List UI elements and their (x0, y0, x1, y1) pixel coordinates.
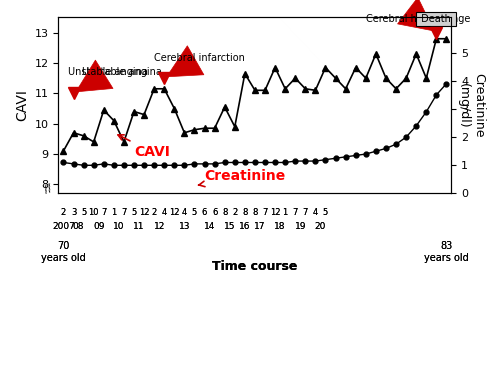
Text: 3: 3 (71, 207, 76, 216)
Text: 2: 2 (152, 207, 157, 216)
Text: 17: 17 (254, 222, 266, 231)
Text: 2: 2 (61, 207, 66, 216)
Text: 15: 15 (224, 222, 235, 231)
Text: Cerebral hemorrhage: Cerebral hemorrhage (366, 0, 470, 31)
Text: 10: 10 (113, 222, 124, 231)
Y-axis label: Creatinine
(mg/dl): Creatinine (mg/dl) (457, 73, 485, 138)
Text: 6: 6 (212, 207, 218, 216)
Text: 4: 4 (182, 207, 187, 216)
Text: 83
years old: 83 years old (424, 241, 469, 262)
Text: 12: 12 (154, 222, 165, 231)
Text: Death: Death (418, 14, 454, 24)
Text: 7: 7 (302, 207, 308, 216)
Text: Unstable angina: Unstable angina (82, 67, 162, 89)
Text: 2: 2 (232, 207, 237, 216)
Text: 12: 12 (154, 222, 165, 231)
Text: 16: 16 (239, 222, 250, 231)
Y-axis label: CAVI: CAVI (15, 89, 29, 121)
Text: 6: 6 (202, 207, 207, 216)
Text: 12: 12 (270, 207, 280, 216)
Text: 1: 1 (282, 207, 288, 216)
Text: 13: 13 (178, 222, 190, 231)
Text: 20: 20 (315, 222, 326, 231)
Text: //: // (43, 183, 54, 195)
Text: CAVI: CAVI (118, 135, 170, 159)
Text: 2: 2 (61, 207, 66, 216)
Text: 8: 8 (252, 207, 258, 216)
Text: 83
years old: 83 years old (424, 241, 469, 262)
Text: 7: 7 (302, 207, 308, 216)
Text: 14: 14 (204, 222, 216, 231)
Text: 1: 1 (111, 207, 116, 216)
Text: 12: 12 (169, 207, 179, 216)
Text: Time course: Time course (212, 260, 298, 273)
Text: 10: 10 (88, 207, 99, 216)
Text: 2007: 2007 (52, 222, 75, 231)
Text: 4: 4 (313, 207, 318, 216)
Text: 4: 4 (182, 207, 187, 216)
Text: 8: 8 (222, 207, 228, 216)
Text: 15: 15 (224, 222, 235, 231)
Text: 4: 4 (313, 207, 318, 216)
Text: 12: 12 (169, 207, 179, 216)
Text: 2007: 2007 (52, 222, 75, 231)
Text: 08: 08 (73, 222, 85, 231)
Text: 5: 5 (323, 207, 328, 216)
Text: 20: 20 (315, 222, 326, 231)
Text: 7: 7 (121, 207, 126, 216)
Text: 5: 5 (192, 207, 197, 216)
Text: 5: 5 (132, 207, 136, 216)
Text: 19: 19 (294, 222, 306, 231)
Text: 5: 5 (81, 207, 86, 216)
Text: 16: 16 (239, 222, 250, 231)
Text: 10: 10 (113, 222, 124, 231)
Text: 12: 12 (139, 207, 149, 216)
Text: 4: 4 (162, 207, 167, 216)
Text: 18: 18 (274, 222, 286, 231)
Text: 11: 11 (134, 222, 145, 231)
Text: Unstable angina: Unstable angina (68, 60, 148, 92)
Text: 10: 10 (88, 207, 99, 216)
Text: 7: 7 (262, 207, 268, 216)
Text: Creatinine: Creatinine (198, 169, 286, 187)
Text: 18: 18 (274, 222, 286, 231)
Text: 7: 7 (101, 207, 106, 216)
Text: 12: 12 (270, 207, 280, 216)
Text: 70
years old: 70 years old (41, 241, 86, 262)
Text: 09: 09 (93, 222, 104, 231)
Text: 8: 8 (252, 207, 258, 216)
Text: 8: 8 (222, 207, 228, 216)
Text: 17: 17 (254, 222, 266, 231)
Text: 14: 14 (204, 222, 216, 231)
Text: Cerebral infarction: Cerebral infarction (154, 46, 245, 77)
Text: 12: 12 (139, 207, 149, 216)
Text: 09: 09 (93, 222, 104, 231)
Text: 8: 8 (242, 207, 248, 216)
Text: 3: 3 (71, 207, 76, 216)
Text: 2: 2 (152, 207, 157, 216)
Text: 8: 8 (242, 207, 248, 216)
Text: 7: 7 (262, 207, 268, 216)
Text: 7: 7 (101, 207, 106, 216)
Text: 5: 5 (323, 207, 328, 216)
Text: 5: 5 (81, 207, 86, 216)
Text: 11: 11 (134, 222, 145, 231)
Text: 7: 7 (292, 207, 298, 216)
Text: 08: 08 (73, 222, 85, 231)
Text: 5: 5 (132, 207, 136, 216)
Text: 1: 1 (282, 207, 288, 216)
Text: 1: 1 (111, 207, 116, 216)
Text: 13: 13 (178, 222, 190, 231)
Text: 5: 5 (192, 207, 197, 216)
Text: 19: 19 (294, 222, 306, 231)
Text: 4: 4 (162, 207, 167, 216)
Text: 7: 7 (292, 207, 298, 216)
Text: 6: 6 (202, 207, 207, 216)
Text: Time course: Time course (212, 260, 298, 273)
Text: 7: 7 (121, 207, 126, 216)
Text: 2: 2 (232, 207, 237, 216)
Text: 6: 6 (212, 207, 218, 216)
Text: 70
years old: 70 years old (41, 241, 86, 262)
